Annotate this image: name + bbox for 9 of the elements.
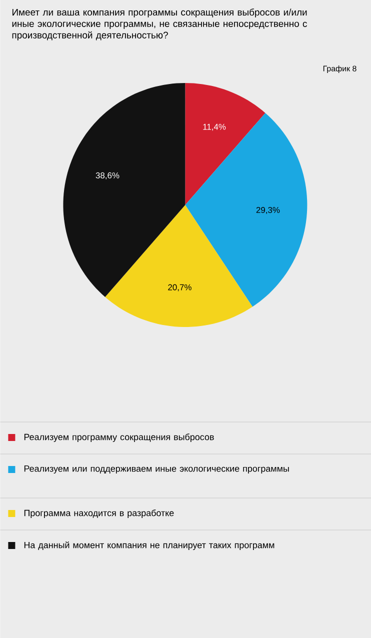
legend-label: Программа находится в разработке [24,510,174,518]
data-label: 29,3% [256,206,280,214]
chart-title: Имеет ли ваша компания программы сокращения выбросов и/или иные экологические программы, не связанные непосредственно с производственной деятельностью? [12,8,307,40]
legend-label: Реализуем или поддерживаем иные экологические программы [24,466,289,474]
data-label: 20,7% [168,284,192,292]
data-label: 11,4% [203,124,226,131]
data-label: 38,6% [96,172,120,180]
legend-label: На данный момент компания не планирует таких программ [24,542,274,550]
legend-label: Реализуем программу сокращения выбросов [24,434,214,442]
